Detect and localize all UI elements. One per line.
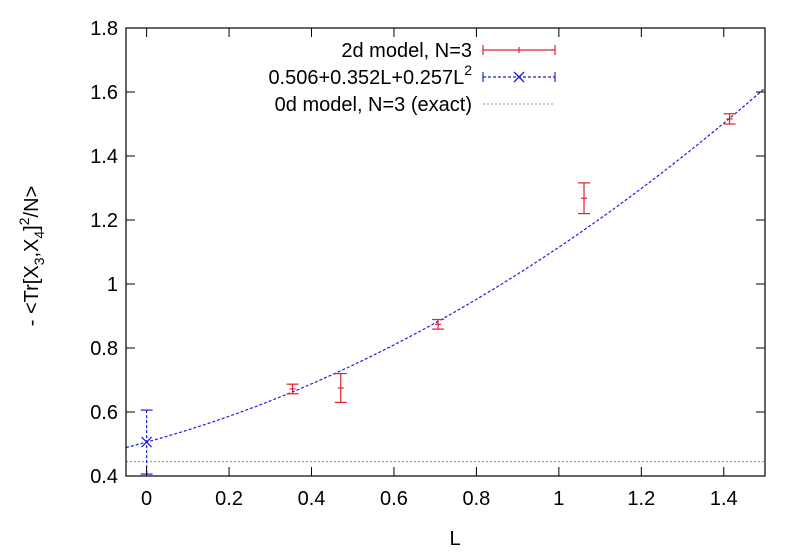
y-axis-label-sub-2: 4	[31, 231, 47, 239]
y-axis-label-sup: 2	[16, 217, 32, 225]
legend-label-fit: 0.506+0.352L+0.257L2	[268, 62, 472, 89]
legend-label-fit-sup: 2	[464, 62, 472, 78]
y-tick-label-0: 0.4	[90, 466, 118, 488]
y-tick-label-3: 1	[107, 274, 118, 296]
x-tick-label-4: 0.8	[463, 488, 491, 510]
data-point-2	[432, 318, 445, 330]
y-tick-label-7: 1.8	[90, 18, 118, 40]
legend-label-0d-exact: 0d model, N=3 (exact)	[275, 94, 472, 116]
y-axis-label-prefix: - <Tr[X	[21, 265, 43, 326]
plot-area	[125, 87, 766, 475]
legend-label-fit-base: 0.506+0.352L+0.257L	[268, 67, 464, 89]
legend-samples	[482, 45, 556, 105]
x-tick-label-5: 1	[553, 488, 564, 510]
x-axis: 0 0.2 0.4 0.6 0.8 1 1.2 1.4	[141, 28, 738, 510]
x-tick-label-2: 0.4	[298, 488, 326, 510]
legend-sample-fit	[482, 71, 556, 83]
data-point-0	[286, 383, 299, 395]
legend-sample-fit-x-b	[513, 71, 525, 83]
legend: 2d model, N=3 0.506+0.352L+0.257L2 0d mo…	[268, 40, 556, 116]
x-tick-label-3: 0.6	[380, 488, 408, 510]
x-tick-label-1: 0.2	[215, 488, 243, 510]
data-point-1	[334, 373, 347, 403]
x-tick-label-7: 1.4	[710, 488, 738, 510]
data-point-4	[723, 113, 736, 125]
x-tick-label-0: 0	[141, 488, 152, 510]
y-tick-label-6: 1.6	[90, 82, 118, 104]
y-axis-label-close: ]	[21, 225, 43, 231]
x-tick-label-6: 1.2	[627, 488, 655, 510]
y-axis: 0.4 0.6 0.8 1 1.2 1.4 1.6 1.8	[90, 18, 765, 488]
data-point-3	[578, 182, 591, 215]
fit-marker-b	[141, 436, 153, 448]
legend-label-2d-model: 2d model, N=3	[341, 40, 472, 62]
legend-sample-2d-model	[482, 45, 556, 55]
fit-extrapolation-point	[140, 409, 153, 475]
y-axis-label-sub-1: 3	[31, 257, 47, 265]
x-axis-label: L	[449, 528, 460, 550]
y-tick-label-2: 0.8	[90, 338, 118, 360]
y-tick-label-1: 0.6	[90, 402, 118, 424]
y-tick-label-5: 1.4	[90, 146, 118, 168]
y-tick-label-4: 1.2	[90, 210, 118, 232]
plot-frame	[125, 27, 766, 477]
y-axis-label: - <Tr[X3,X4]2/N>	[16, 186, 47, 326]
y-axis-label-suffix: /N>	[21, 186, 43, 218]
y-axis-label-mid: ,X	[21, 239, 43, 258]
fit-curve	[125, 87, 766, 449]
